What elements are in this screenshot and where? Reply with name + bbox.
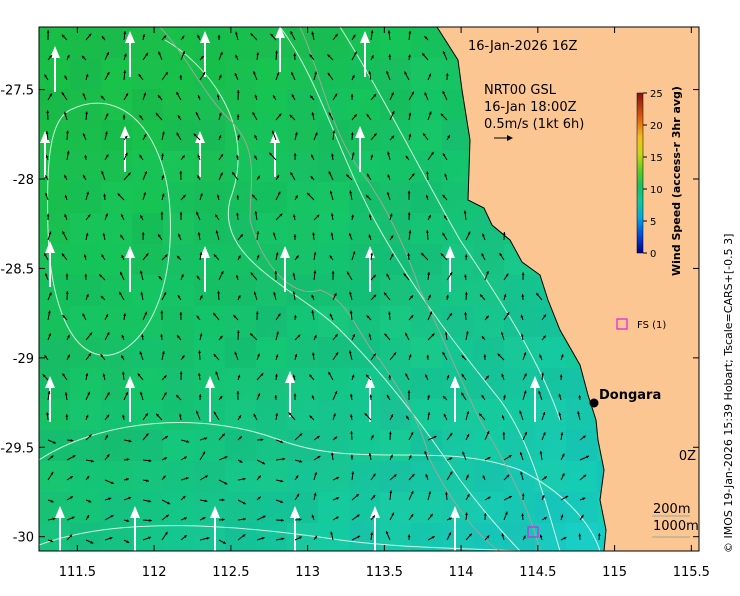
y-tick-label: -28 bbox=[13, 173, 34, 188]
dongara-marker bbox=[590, 399, 599, 408]
contour-label-200m: 200m bbox=[653, 502, 690, 517]
x-tick-label: 113.5 bbox=[366, 565, 403, 580]
place-label-dongara: Dongara bbox=[599, 388, 661, 403]
x-tick-label: 114.5 bbox=[519, 565, 556, 580]
y-tick-label: -30 bbox=[13, 531, 34, 546]
y-tick-label: -29 bbox=[13, 352, 34, 367]
timestamp-label: 16-Jan-2026 16Z bbox=[468, 39, 577, 54]
partial-label: 0Z bbox=[679, 449, 696, 464]
obs-time-label: 16-Jan 18:00Z bbox=[484, 100, 577, 115]
x-tick-label: 115 bbox=[602, 565, 627, 580]
colorbar-tick-label: 25 bbox=[650, 89, 663, 100]
station-label-fs: FS (1) bbox=[637, 320, 666, 331]
y-tick-label: -27.5 bbox=[0, 84, 34, 99]
contour-label-1000m: 1000m bbox=[653, 519, 699, 534]
y-tick-label: -29.5 bbox=[0, 441, 34, 456]
plot-area bbox=[39, 26, 699, 554]
obs-title-label: NRT00 GSL bbox=[484, 83, 557, 98]
colorbar-tick-label: 10 bbox=[650, 185, 663, 196]
colorbar-title: Wind Speed (access-r 3hr avg) bbox=[670, 86, 683, 276]
x-tick-label: 112.5 bbox=[212, 565, 249, 580]
x-tick-label: 115.5 bbox=[673, 565, 710, 580]
current-scale-label: 0.5m/s (1kt 6h) bbox=[484, 117, 584, 132]
colorbar-tick-label: 0 bbox=[650, 249, 656, 260]
colorbar-tick-label: 15 bbox=[650, 153, 663, 164]
colorbar-tick-label: 20 bbox=[650, 121, 663, 132]
x-tick-label: 114 bbox=[449, 565, 474, 580]
x-tick-label: 112 bbox=[142, 565, 167, 580]
colorbar-tick-label: 5 bbox=[650, 217, 656, 228]
x-tick-label: 113 bbox=[295, 565, 320, 580]
y-tick-label: -28.5 bbox=[0, 262, 34, 277]
colorbar-ramp bbox=[637, 93, 643, 253]
side-credit: © IMOS 19-Jan-2026 15:39 Hobart; Tscale=… bbox=[722, 234, 735, 553]
x-tick-label: 111.5 bbox=[59, 565, 96, 580]
